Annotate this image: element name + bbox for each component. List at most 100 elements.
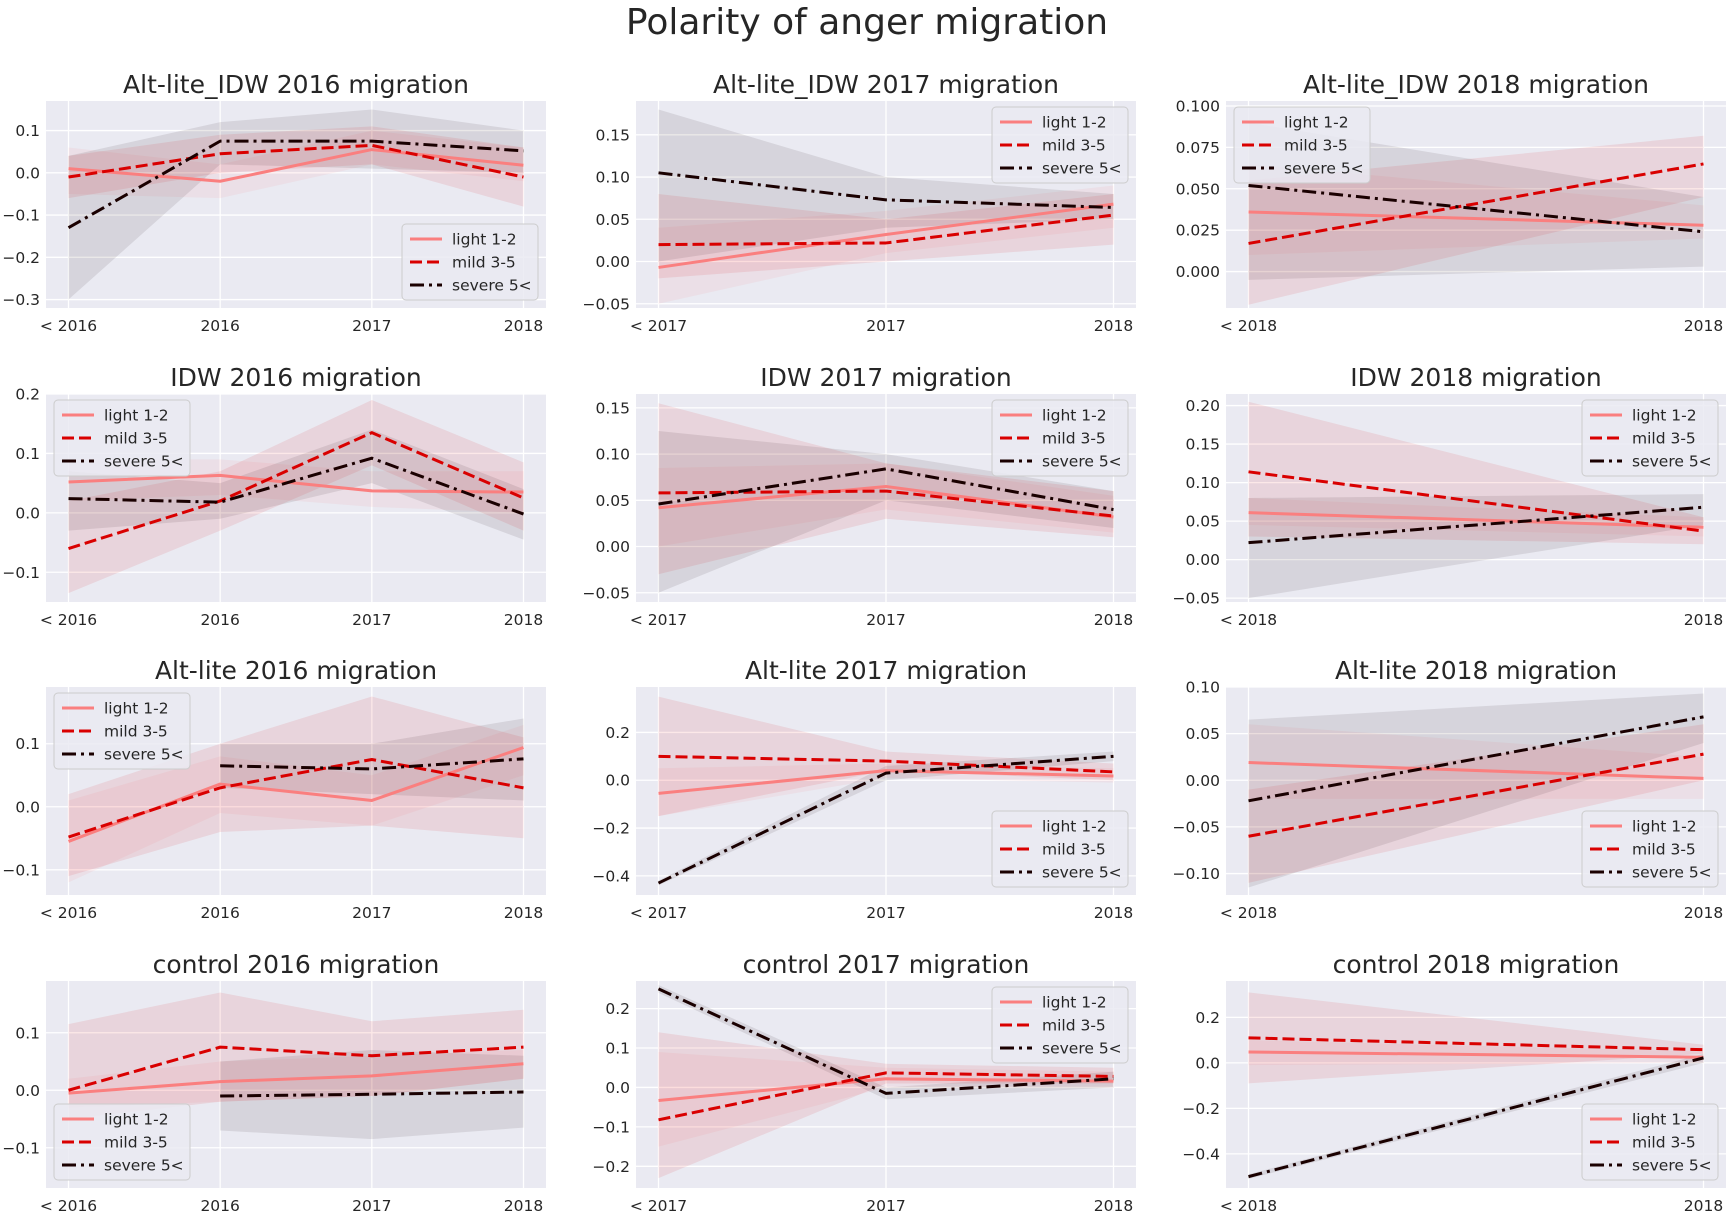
panel-control-2018-migration: −0.4 −0.2 0.0 0.2 < 2018 2018 control 2018 mig… <box>1182 950 1726 1215</box>
legend-label: light 1-2 <box>1284 114 1349 132</box>
series-line-severe-5 <box>658 171 1114 209</box>
x-tick-label: 2016 <box>200 611 239 629</box>
panel-title: IDW 2018 migration <box>1350 363 1602 392</box>
ci-band-mild-3-5 <box>658 403 1114 575</box>
legend-box <box>53 399 191 477</box>
legend-box <box>991 106 1129 184</box>
x-tick-label: 2017 <box>352 317 391 335</box>
y-tick-label: 0.0 <box>15 798 40 816</box>
y-tick-label: −0.1 <box>2 1139 40 1157</box>
legend-label: severe 5< <box>104 746 184 764</box>
series-line-light-1-2 <box>658 202 1114 269</box>
series-line-mild-3-5 <box>658 754 1114 774</box>
ci-band-mild-3-5 <box>68 992 524 1119</box>
y-tick-label: 0.10 <box>595 446 630 464</box>
series-line-light-1-2 <box>1248 511 1704 529</box>
legend-label: severe 5< <box>452 277 532 295</box>
legend-label: severe 5< <box>1042 453 1122 471</box>
legend: light 1-2 mild 3-5 severe 5< <box>991 810 1129 888</box>
x-tick-label: 2018 <box>1094 317 1133 335</box>
legend-label: light 1-2 <box>1632 407 1697 425</box>
legend-label: severe 5< <box>1284 160 1364 178</box>
y-tick-label: 0.05 <box>595 211 630 229</box>
x-tick-label: 2016 <box>200 904 239 922</box>
legend: light 1-2 mild 3-5 severe 5< <box>991 106 1129 184</box>
legend: light 1-2 mild 3-5 severe 5< <box>53 1103 191 1181</box>
legend-label: light 1-2 <box>1042 994 1107 1012</box>
legend-label: light 1-2 <box>1042 407 1107 425</box>
x-tick-label: 2017 <box>866 1197 905 1215</box>
y-tick-label: 0.1 <box>15 1024 40 1042</box>
x-tick-label: 2018 <box>1094 1197 1133 1215</box>
panel-control-2017-migration: −0.2 −0.1 0.0 0.1 0.2 < 2017 2017 2018 control 2… <box>592 950 1136 1215</box>
series-line-mild-3-5 <box>658 489 1114 518</box>
ci-band-mild-3-5 <box>658 193 1114 279</box>
y-tick-label: −0.2 <box>592 1158 630 1176</box>
ci-band-mild-3-5 <box>658 1032 1114 1179</box>
x-tick-label: 2018 <box>1684 611 1723 629</box>
x-tick-label: 2017 <box>866 317 905 335</box>
x-tick-label: < 2016 <box>40 317 97 335</box>
series-line-severe-5 <box>657 754 1114 885</box>
y-tick-label: 0.000 <box>1176 263 1220 281</box>
legend-box <box>991 810 1129 888</box>
y-tick-label: −0.3 <box>2 291 40 309</box>
legend: light 1-2 mild 3-5 severe 5< <box>1581 399 1719 477</box>
panel-control-2016-migration: −0.1 0.0 0.1 < 2016 2016 2017 2018 control 2016… <box>2 950 546 1215</box>
legend-label: light 1-2 <box>104 1111 169 1129</box>
y-tick-label: 0.2 <box>605 1000 630 1018</box>
ci-band-severe-5 <box>658 430 1114 593</box>
ci-band-light-1-2 <box>658 185 1114 304</box>
legend: light 1-2 mild 3-5 severe 5< <box>401 223 539 301</box>
x-tick-label: < 2017 <box>630 317 687 335</box>
legend-label: light 1-2 <box>104 407 169 425</box>
y-tick-label: −0.10 <box>1173 865 1221 883</box>
x-tick-label: 2018 <box>1684 317 1723 335</box>
y-tick-label: 0.00 <box>1185 551 1220 569</box>
y-tick-label: 0.2 <box>15 386 40 404</box>
legend-label: severe 5< <box>1042 864 1122 882</box>
y-tick-label: −0.05 <box>583 584 631 602</box>
series-line-light-1-2 <box>68 148 524 183</box>
y-tick-label: 0.20 <box>1185 397 1220 415</box>
x-tick-label: < 2016 <box>40 1197 97 1215</box>
legend-label: mild 3-5 <box>1632 1134 1696 1152</box>
figure-title: Polarity of anger migration <box>625 2 1109 43</box>
y-tick-label: 0.00 <box>595 253 630 271</box>
legend-label: mild 3-5 <box>1632 841 1696 859</box>
y-tick-label: −0.2 <box>1182 1100 1220 1118</box>
legend-label: severe 5< <box>1632 453 1712 471</box>
series-line-light-1-2 <box>658 1077 1114 1102</box>
legend-box <box>991 399 1129 477</box>
y-tick-label: 0.0 <box>605 1079 630 1097</box>
panel-title: control 2018 migration <box>1333 950 1620 979</box>
y-tick-label: −0.2 <box>592 820 630 838</box>
legend-label: light 1-2 <box>452 231 517 249</box>
y-tick-label: 0.075 <box>1176 139 1220 157</box>
ci-band-mild-3-5 <box>68 696 524 877</box>
y-tick-label: 0.2 <box>1195 1009 1220 1027</box>
y-tick-label: −0.05 <box>1173 590 1221 608</box>
y-tick-label: 0.0 <box>15 164 40 182</box>
legend-label: mild 3-5 <box>1042 430 1106 448</box>
legend-label: severe 5< <box>1632 864 1712 882</box>
ci-band-mild-3-5 <box>1248 401 1704 545</box>
legend: light 1-2 mild 3-5 severe 5< <box>1581 810 1719 888</box>
series-line-mild-3-5 <box>1248 752 1704 838</box>
legend-label: light 1-2 <box>1632 1111 1697 1129</box>
y-tick-label: −0.2 <box>2 249 40 267</box>
series-line-mild-3-5 <box>658 213 1114 247</box>
ci-band-mild-3-5 <box>1248 724 1704 883</box>
legend-label: mild 3-5 <box>452 254 516 272</box>
legend-label: mild 3-5 <box>1042 1017 1106 1035</box>
x-tick-label: < 2017 <box>630 1197 687 1215</box>
y-tick-label: 0.050 <box>1176 180 1220 198</box>
panel-title: Alt-lite_IDW 2016 migration <box>123 70 469 99</box>
y-tick-label: 0.1 <box>15 735 40 753</box>
y-tick-label: 0.05 <box>1185 725 1220 743</box>
y-tick-label: 0.1 <box>15 122 40 140</box>
x-tick-label: 2017 <box>352 611 391 629</box>
panel-idw-2016-migration: −0.1 0.0 0.1 0.2 < 2016 2016 2017 2018 IDW 2016 … <box>2 363 546 629</box>
legend: light 1-2 mild 3-5 severe 5< <box>53 692 191 770</box>
